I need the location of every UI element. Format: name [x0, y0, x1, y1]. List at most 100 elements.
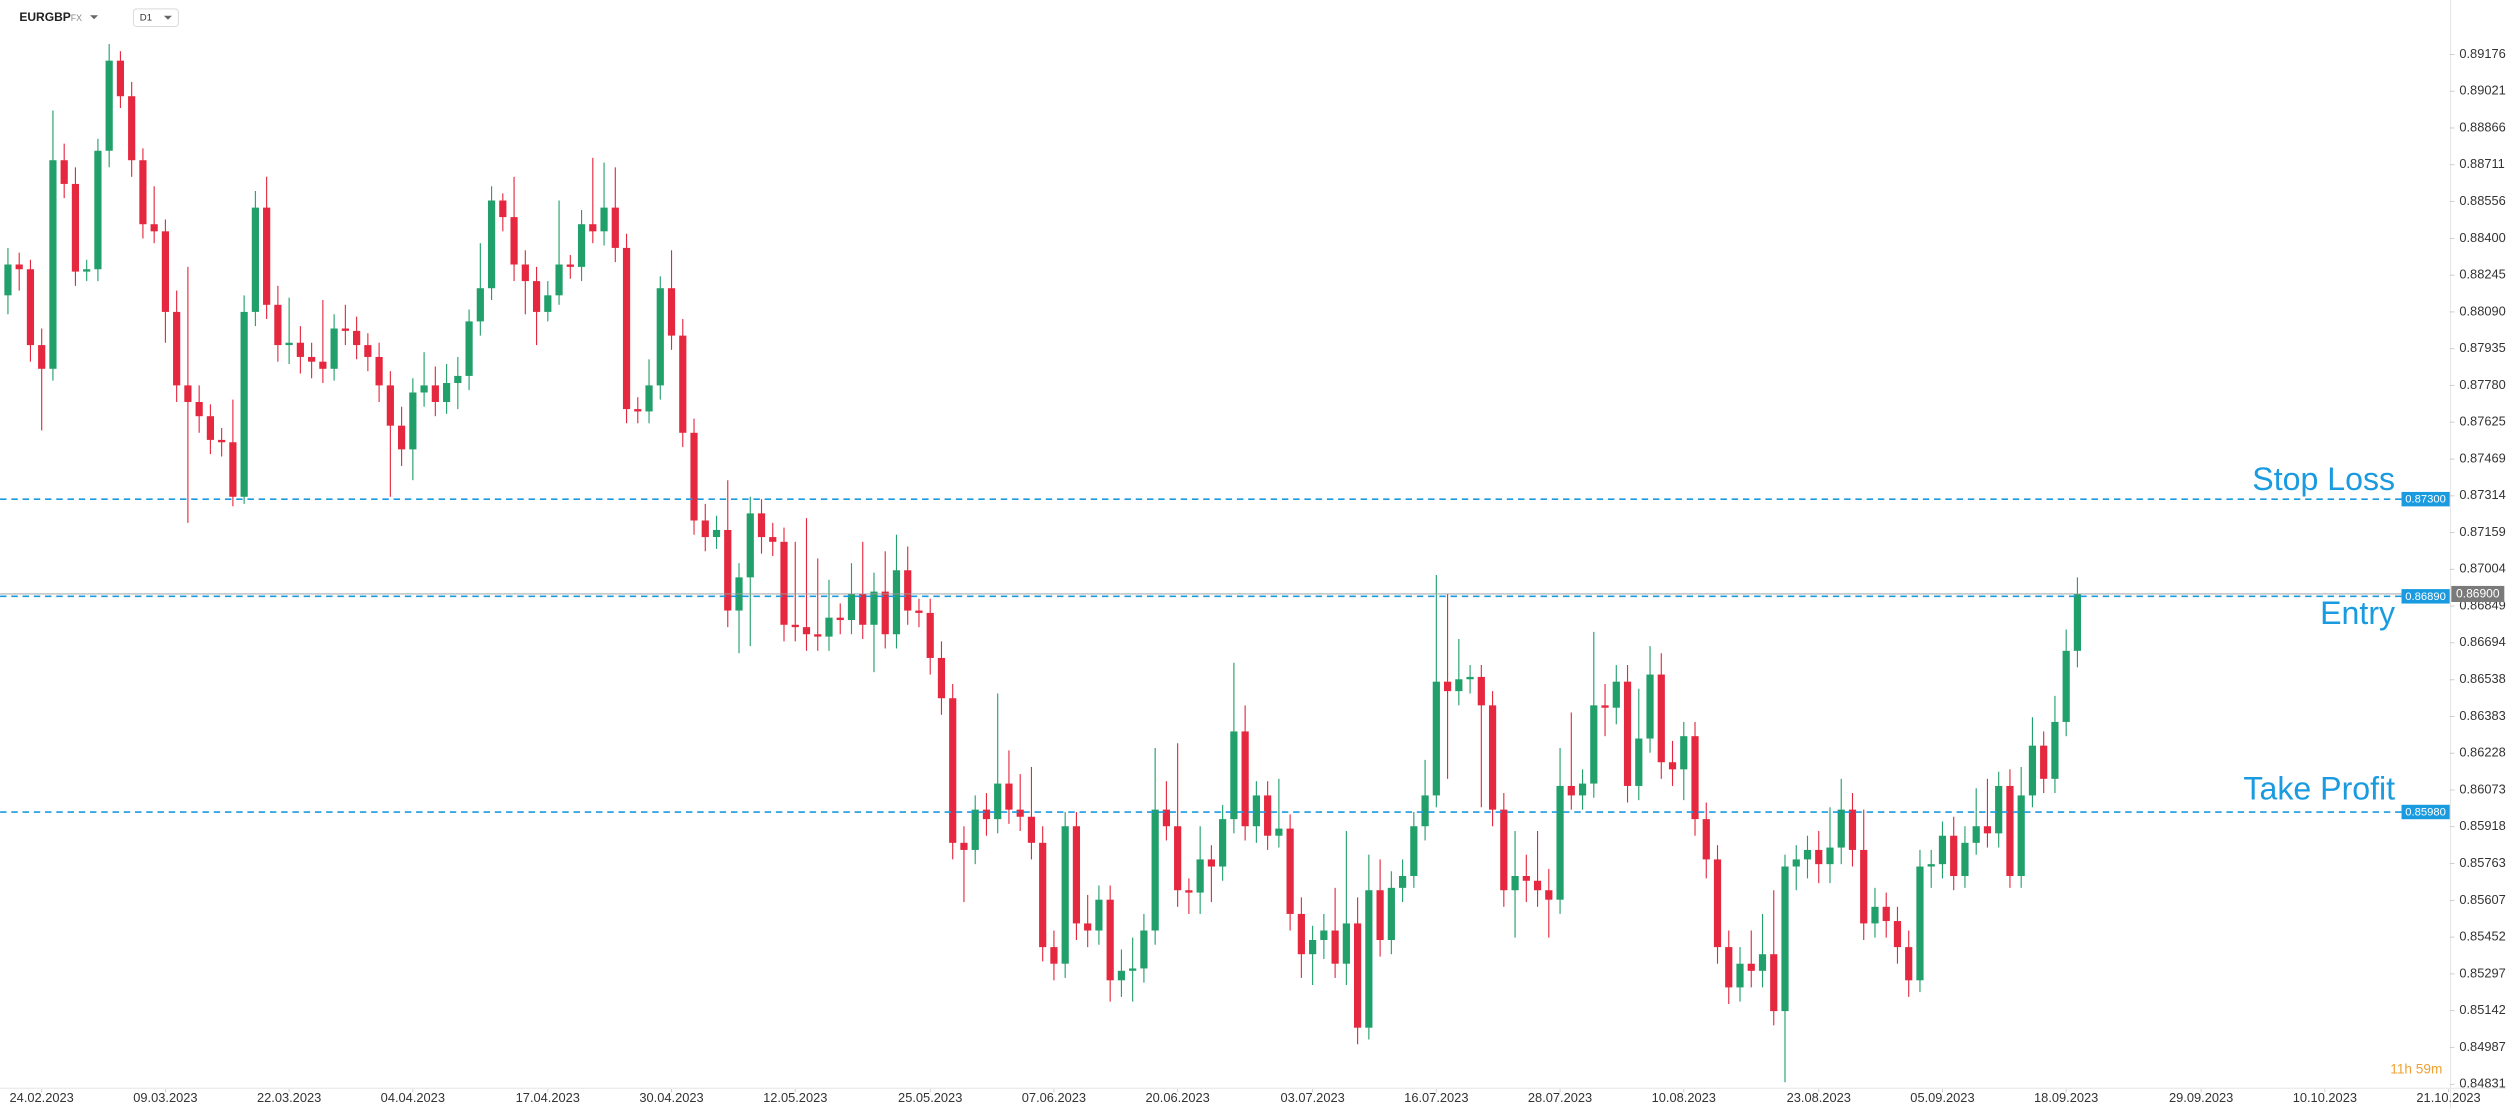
candle-body [1995, 785, 2003, 834]
candle-body [1545, 890, 1553, 900]
y-tick-label: 0.85918 [2459, 818, 2505, 833]
candle-body [870, 591, 878, 625]
candle-body [1117, 970, 1126, 981]
candle-body [1905, 947, 1913, 981]
candle-body [173, 311, 181, 386]
candle-body [1680, 736, 1688, 770]
candle-body [83, 269, 91, 272]
dropdown-arrow[interactable] [90, 15, 99, 20]
candle-body [1264, 795, 1272, 836]
candle-body [1725, 947, 1733, 988]
candle-body [1927, 864, 1935, 867]
candle-body [1421, 795, 1429, 827]
interval-selector[interactable] [132, 8, 179, 27]
candle-body [2028, 745, 2037, 796]
candle-body [442, 383, 451, 402]
candle-body [656, 288, 664, 386]
x-tick-label: 21.10.2023 [2416, 1090, 2480, 1105]
y-tick-label: 0.87469 [2459, 450, 2505, 465]
candle-body [454, 375, 462, 384]
candle-body [555, 264, 563, 296]
candle-body [128, 96, 136, 161]
y-tick-label: 0.84987 [2459, 1039, 2505, 1054]
candle-body [1398, 876, 1407, 888]
candle-body [836, 617, 844, 621]
candle-body [263, 207, 271, 305]
candle-body [341, 328, 349, 331]
x-tick-label: 20.06.2023 [1146, 1090, 1210, 1105]
y-tick-label: 0.87625 [2459, 414, 2505, 429]
candle-body [1747, 963, 1755, 971]
candle-body [184, 385, 192, 402]
candle-body [386, 385, 394, 426]
candle-body [1758, 954, 1767, 971]
candle-countdown: 11h 59m [2390, 1061, 2442, 1076]
candle-body [1713, 859, 1722, 948]
candle-body [1522, 876, 1530, 881]
candle-body [1567, 785, 1575, 796]
candle-body [577, 224, 586, 267]
candles [4, 44, 2082, 1083]
candle-body [1950, 835, 1958, 877]
y-tick-label: 0.86073 [2459, 781, 2505, 796]
candle-body [679, 335, 687, 433]
symbol[interactable]: EURGBP [19, 10, 70, 24]
x-tick-label: 07.06.2023 [1022, 1090, 1086, 1105]
candle-body [1219, 819, 1227, 867]
y-tick-label: 0.88245 [2459, 267, 2505, 282]
y-tick-label: 0.86383 [2459, 708, 2505, 723]
candle-body [645, 385, 653, 412]
candle-body [1803, 849, 1812, 860]
candle-body [195, 401, 203, 417]
x-tick-label: 10.10.2023 [2293, 1090, 2357, 1105]
candle-body [1691, 736, 1699, 820]
x-tick-label: 03.07.2023 [1280, 1090, 1344, 1105]
header: EURGBP FX D1 [19, 8, 179, 27]
candle-body [1623, 681, 1632, 786]
candle-body [1646, 674, 1654, 739]
candle-body [1084, 923, 1092, 931]
y-tick-label: 0.85452 [2459, 929, 2505, 944]
level-name: Stop Loss [2252, 461, 2395, 497]
candle-body [116, 60, 125, 97]
y-tick-label: 0.85763 [2459, 855, 2505, 870]
candle-body [1365, 890, 1373, 1028]
candle-body [937, 657, 946, 699]
candle-body [1511, 876, 1519, 891]
candle-body [949, 698, 957, 843]
candle-body [1241, 731, 1249, 827]
candle-body [926, 612, 934, 658]
candle-body [1882, 906, 1890, 922]
candle-body [1185, 890, 1193, 893]
x-tick-label: 17.04.2023 [516, 1090, 580, 1105]
y-tick-label: 0.85142 [2459, 1002, 2505, 1017]
level-box-label: 0.86890 [2405, 591, 2446, 603]
candle-body [892, 570, 901, 635]
candle-body [1027, 816, 1036, 843]
candle-body [1938, 835, 1947, 865]
candle-body [409, 392, 417, 450]
candle-body [1230, 731, 1238, 820]
candle-body [544, 295, 552, 312]
candle-body [476, 288, 484, 322]
y-tick-label: 0.86538 [2459, 671, 2505, 686]
candle-body [1983, 826, 1992, 834]
x-tick-label: 16.07.2023 [1404, 1090, 1468, 1105]
candle-body [1050, 947, 1058, 964]
x-tick-label: 04.04.2023 [381, 1090, 445, 1105]
dropdown-arrow[interactable] [163, 15, 172, 20]
candle-body [4, 264, 12, 296]
candle-body [1837, 809, 1845, 848]
candle-body [1072, 826, 1081, 924]
y-tick-label: 0.88866 [2459, 119, 2505, 134]
y-tick-label: 0.86228 [2459, 745, 2505, 760]
market: FX [71, 13, 82, 23]
candle-body [915, 610, 923, 613]
candle-body [1432, 681, 1440, 796]
candle-body [971, 809, 979, 850]
candle-body [1961, 842, 1969, 877]
candle-body [847, 593, 856, 621]
candle-body [1129, 968, 1137, 971]
candle-body [296, 342, 304, 357]
candle-body [1016, 809, 1024, 817]
